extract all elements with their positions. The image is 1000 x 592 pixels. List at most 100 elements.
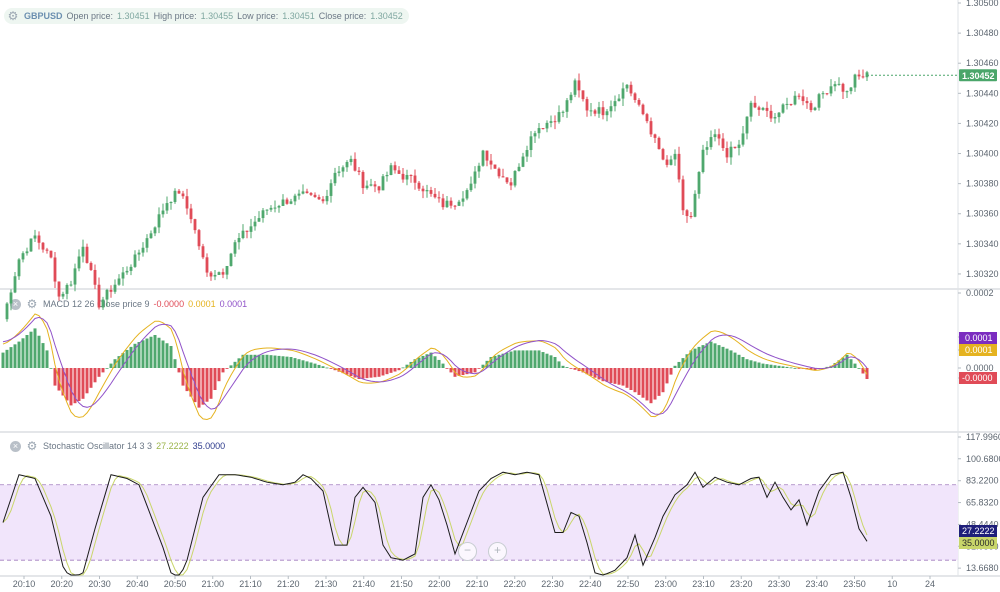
macd-histogram-bar xyxy=(173,359,177,368)
gear-icon[interactable]: ⚙ xyxy=(26,439,38,453)
candle-body xyxy=(785,103,789,105)
macd-histogram-bar xyxy=(389,368,393,373)
macd-histogram-bar xyxy=(157,337,161,368)
candle-body xyxy=(477,165,481,172)
candle-body xyxy=(305,191,309,194)
candle-body xyxy=(725,148,729,158)
macd-histogram-bar xyxy=(769,364,773,368)
macd-histogram-bar xyxy=(525,350,529,368)
candle-body xyxy=(705,147,709,150)
macd-histogram-bar xyxy=(673,365,677,368)
macd-histogram-bar xyxy=(245,354,249,368)
macd-histogram-bar xyxy=(45,350,49,368)
candle-body xyxy=(841,83,845,92)
macd-histogram-bar xyxy=(757,362,761,368)
stoch-tick-label: 48.4440 xyxy=(966,519,999,529)
stoch-d-line xyxy=(2,472,868,576)
gear-icon[interactable]: ⚙ xyxy=(26,297,38,311)
macd-histogram-bar xyxy=(269,355,273,368)
macd-histogram-bar xyxy=(585,368,589,375)
close-icon[interactable]: × xyxy=(10,440,21,452)
macd-histogram-bar xyxy=(153,335,157,368)
time-tick-label: 22:00 xyxy=(428,579,451,589)
macd-histogram-bar xyxy=(469,368,473,374)
macd-histogram-bar xyxy=(65,368,69,401)
candle-body xyxy=(765,107,769,111)
macd-histogram-bar xyxy=(565,367,569,368)
candle-body xyxy=(153,227,157,234)
macd-histogram-bar xyxy=(97,368,101,377)
candle-body xyxy=(165,203,169,211)
macd-histogram-bar xyxy=(189,368,193,397)
candle-body xyxy=(777,112,781,118)
candle-body xyxy=(797,95,801,97)
macd-histogram-bar xyxy=(201,368,205,405)
candle-body xyxy=(301,191,305,194)
candle-body xyxy=(509,182,513,186)
candle-body xyxy=(325,195,329,202)
macd-histogram-bar xyxy=(449,368,453,373)
macd-histogram-bar xyxy=(105,368,109,369)
candle-body xyxy=(329,183,333,196)
candle-body xyxy=(829,86,833,94)
candle-body xyxy=(105,289,109,300)
candle-body xyxy=(641,104,645,115)
candle-body xyxy=(597,107,601,114)
close-icon[interactable]: × xyxy=(10,298,21,310)
macd-histogram-bar xyxy=(225,368,229,369)
candle-body xyxy=(821,93,825,95)
macd-histogram-bar xyxy=(537,350,541,368)
macd-histogram-bar xyxy=(309,362,313,368)
macd-histogram-bar xyxy=(461,368,465,376)
candle-body xyxy=(449,200,453,206)
candle-body xyxy=(133,254,137,267)
macd-histogram-bar xyxy=(33,328,37,368)
candle-body xyxy=(793,95,797,105)
macd-histogram-bar xyxy=(305,361,309,368)
candle-body xyxy=(685,210,689,217)
gear-icon[interactable]: ⚙ xyxy=(7,9,19,23)
candle-body xyxy=(689,216,693,218)
macd-line xyxy=(2,313,868,421)
price-tick-label: 1.30420 xyxy=(966,118,999,128)
candle-body xyxy=(753,102,757,108)
macd-histogram-bar xyxy=(109,363,113,368)
candle-body xyxy=(633,93,637,100)
macd-histogram-bar xyxy=(709,341,713,368)
candle-body xyxy=(457,201,461,206)
candle-body xyxy=(529,136,533,151)
zoom-in-button[interactable]: + xyxy=(488,542,507,561)
macd-histogram-bar xyxy=(521,350,525,368)
macd-histogram-bar xyxy=(785,366,789,368)
candle-body xyxy=(649,121,653,135)
candle-body xyxy=(737,144,741,149)
time-tick-label: 21:40 xyxy=(352,579,375,589)
candle-body xyxy=(49,250,53,258)
candle-body xyxy=(341,167,345,172)
macd-histogram-bar xyxy=(853,363,857,368)
macd-histogram-bar xyxy=(797,368,801,369)
macd-histogram-bar xyxy=(477,368,481,369)
macd-histogram-bar xyxy=(217,368,221,382)
candle-body xyxy=(713,134,717,138)
candle-body xyxy=(541,128,545,130)
zoom-out-button[interactable]: − xyxy=(458,542,477,561)
time-tick-label: 24 xyxy=(925,579,935,589)
stoch-k-value: 35.0000 xyxy=(192,441,226,451)
candle-body xyxy=(605,111,609,116)
macd-histogram-bar xyxy=(93,368,97,383)
candle-body xyxy=(593,110,597,114)
candle-body xyxy=(197,230,201,247)
candle-body xyxy=(801,96,805,102)
candle-body xyxy=(733,146,737,149)
candle-body xyxy=(281,199,285,206)
candle-body xyxy=(349,158,353,163)
candle-body xyxy=(185,196,189,209)
candle-body xyxy=(565,100,569,112)
macd-histogram-bar xyxy=(629,368,633,390)
macd-histogram-bar xyxy=(733,352,737,368)
macd-histogram-bar xyxy=(813,368,817,371)
macd-histogram-bar xyxy=(393,368,397,372)
macd-histogram-bar xyxy=(741,357,745,368)
